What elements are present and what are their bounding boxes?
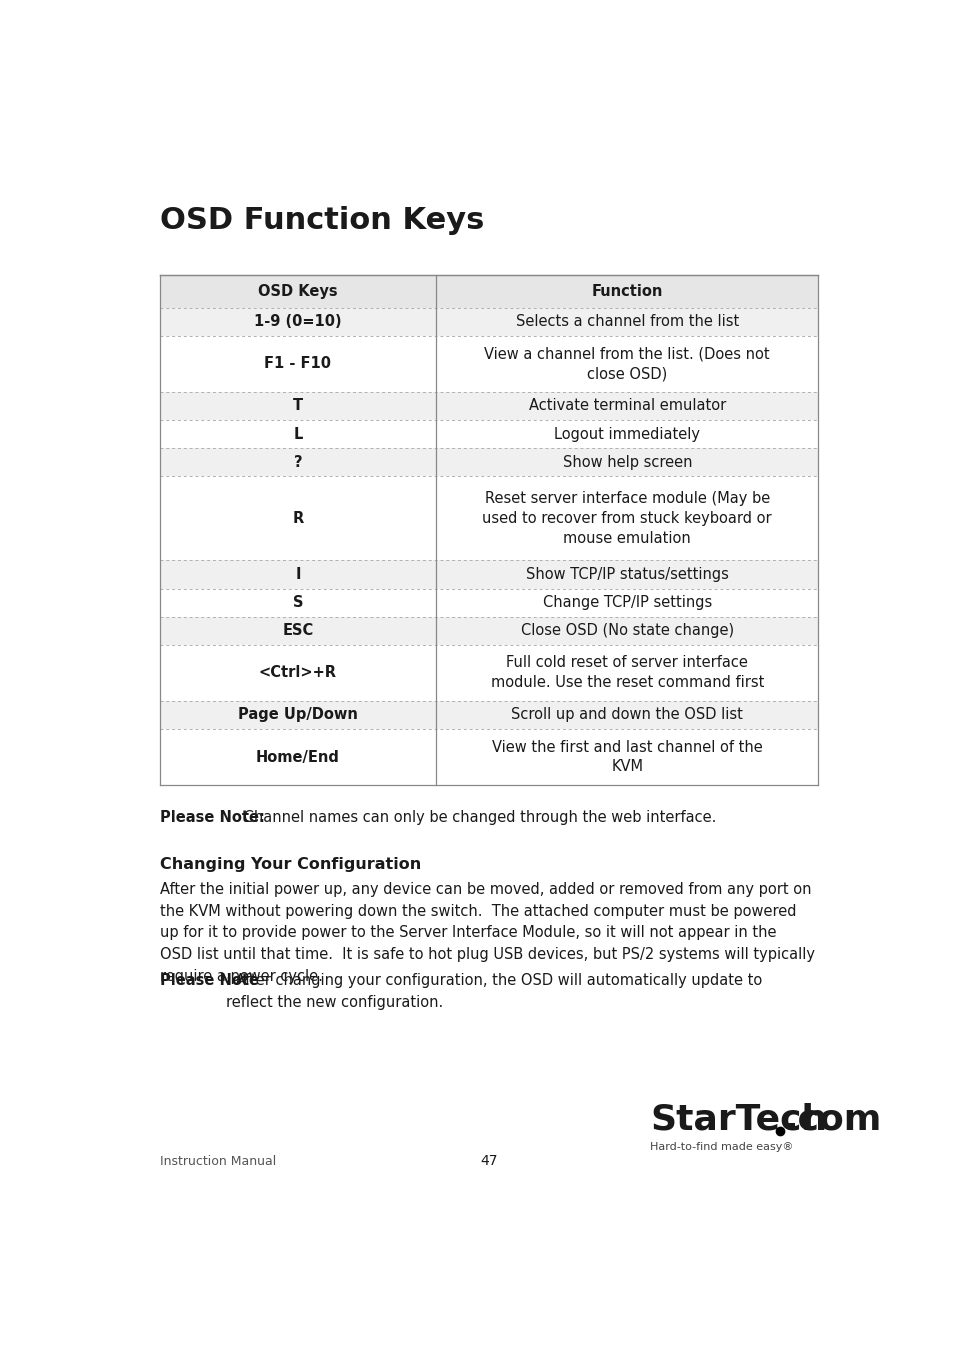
Text: Page Up/Down: Page Up/Down: [237, 707, 357, 722]
Text: L: L: [293, 426, 302, 441]
Text: Changing Your Configuration: Changing Your Configuration: [159, 858, 420, 873]
Text: Scroll up and down the OSD list: Scroll up and down the OSD list: [511, 707, 742, 722]
Text: 1-9 (0=10): 1-9 (0=10): [253, 315, 341, 330]
Bar: [159, 276, 818, 308]
Text: Close OSD (No state change): Close OSD (No state change): [520, 623, 733, 638]
Text: Show TCP/IP status/settings: Show TCP/IP status/settings: [525, 568, 728, 582]
Text: Home/End: Home/End: [255, 749, 339, 764]
Text: 47: 47: [479, 1154, 497, 1167]
Bar: [159, 561, 818, 589]
Text: ESC: ESC: [282, 623, 314, 638]
Bar: [159, 476, 818, 561]
Text: Change TCP/IP settings: Change TCP/IP settings: [542, 594, 711, 611]
Bar: [159, 701, 818, 729]
Bar: [159, 448, 818, 476]
Text: Instruction Manual: Instruction Manual: [159, 1155, 275, 1167]
Text: Hard-to-find made easy®: Hard-to-find made easy®: [649, 1142, 793, 1151]
Text: Channel names can only be changed through the web interface.: Channel names can only be changed throug…: [238, 810, 715, 824]
Text: OSD Keys: OSD Keys: [258, 284, 337, 299]
Bar: [159, 616, 818, 644]
Text: I: I: [294, 568, 300, 582]
Text: Please Note: Please Note: [159, 972, 258, 989]
Text: Full cold reset of server interface
module. Use the reset command first: Full cold reset of server interface modu…: [490, 655, 763, 690]
Text: OSD Function Keys: OSD Function Keys: [159, 206, 483, 235]
Bar: [159, 308, 818, 336]
Bar: [159, 420, 818, 448]
Text: After the initial power up, any device can be moved, added or removed from any p: After the initial power up, any device c…: [159, 882, 814, 983]
Text: Function: Function: [591, 284, 662, 299]
Text: View the first and last channel of the
KVM: View the first and last channel of the K…: [492, 740, 761, 775]
Bar: [159, 336, 818, 391]
Text: ?: ?: [294, 455, 302, 469]
Text: .com: .com: [783, 1103, 881, 1137]
Text: Activate terminal emulator: Activate terminal emulator: [528, 398, 725, 413]
Text: StarTech: StarTech: [649, 1103, 826, 1137]
Bar: [159, 644, 818, 701]
Text: Please Note:: Please Note:: [159, 810, 264, 824]
Text: T: T: [293, 398, 303, 413]
Text: : After changing your configuration, the OSD will automatically update to
reflec: : After changing your configuration, the…: [226, 972, 761, 1010]
Text: S: S: [293, 594, 303, 611]
Text: Show help screen: Show help screen: [562, 455, 691, 469]
Bar: [159, 729, 818, 785]
Text: R: R: [292, 511, 303, 526]
Text: Selects a channel from the list: Selects a channel from the list: [516, 315, 739, 330]
Text: <Ctrl>+R: <Ctrl>+R: [258, 666, 336, 681]
Text: View a channel from the list. (Does not
close OSD): View a channel from the list. (Does not …: [484, 347, 769, 381]
Bar: [159, 391, 818, 420]
Text: Reset server interface module (May be
used to recover from stuck keyboard or
mou: Reset server interface module (May be us…: [482, 491, 771, 546]
Text: F1 - F10: F1 - F10: [264, 356, 331, 371]
Text: Logout immediately: Logout immediately: [554, 426, 700, 441]
Bar: [159, 589, 818, 616]
